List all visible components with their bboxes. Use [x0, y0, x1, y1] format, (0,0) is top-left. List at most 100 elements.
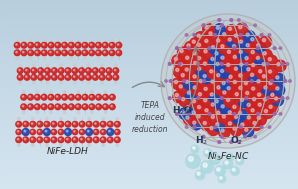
Circle shape [235, 93, 238, 96]
Circle shape [72, 74, 78, 80]
Circle shape [228, 122, 232, 125]
Circle shape [29, 44, 31, 45]
Circle shape [215, 83, 226, 95]
Bar [0, 80, 298, 83]
Circle shape [218, 19, 221, 21]
Circle shape [233, 47, 236, 50]
Circle shape [244, 136, 246, 138]
Circle shape [22, 96, 24, 97]
Circle shape [228, 111, 231, 114]
Circle shape [58, 68, 64, 74]
Circle shape [272, 94, 283, 106]
Circle shape [80, 76, 82, 77]
Circle shape [90, 51, 92, 53]
Circle shape [257, 116, 260, 119]
Circle shape [89, 42, 94, 48]
Circle shape [227, 50, 231, 53]
Circle shape [113, 68, 119, 74]
Circle shape [73, 69, 75, 71]
Circle shape [193, 126, 196, 128]
Circle shape [99, 68, 105, 74]
Circle shape [66, 130, 68, 132]
Circle shape [21, 42, 27, 48]
Circle shape [29, 105, 30, 107]
Circle shape [58, 121, 64, 127]
Circle shape [100, 137, 106, 143]
Circle shape [185, 89, 196, 100]
Circle shape [168, 97, 171, 99]
Circle shape [244, 136, 246, 138]
Circle shape [193, 86, 196, 89]
Circle shape [185, 34, 188, 36]
Circle shape [69, 50, 74, 56]
Circle shape [195, 170, 205, 180]
Circle shape [211, 57, 214, 60]
Circle shape [74, 144, 76, 146]
Circle shape [183, 80, 185, 82]
Circle shape [217, 86, 220, 89]
Circle shape [168, 63, 171, 65]
Circle shape [21, 50, 27, 56]
Circle shape [225, 84, 236, 96]
Circle shape [88, 144, 90, 146]
Circle shape [70, 105, 72, 107]
Circle shape [87, 76, 89, 77]
Circle shape [208, 77, 220, 89]
Circle shape [88, 118, 90, 120]
Circle shape [222, 115, 226, 118]
Circle shape [23, 44, 24, 45]
Circle shape [208, 113, 211, 115]
Circle shape [269, 105, 272, 108]
Circle shape [203, 62, 207, 65]
Circle shape [49, 105, 51, 107]
Circle shape [193, 147, 195, 149]
Circle shape [46, 81, 49, 84]
Circle shape [111, 51, 112, 53]
Circle shape [197, 115, 200, 118]
Circle shape [90, 44, 92, 45]
Circle shape [33, 81, 35, 84]
Circle shape [77, 96, 78, 97]
Circle shape [190, 97, 201, 109]
Circle shape [203, 80, 206, 82]
Circle shape [50, 111, 52, 113]
Circle shape [245, 97, 248, 99]
Circle shape [209, 153, 221, 164]
Bar [0, 26, 298, 28]
Bar [0, 94, 298, 97]
Circle shape [58, 137, 64, 143]
Circle shape [237, 48, 248, 59]
Circle shape [233, 90, 244, 102]
Circle shape [186, 56, 189, 59]
Circle shape [250, 119, 262, 131]
Circle shape [260, 34, 263, 36]
Bar [0, 84, 298, 87]
Circle shape [193, 121, 196, 124]
Circle shape [197, 63, 199, 65]
Circle shape [257, 47, 259, 50]
Circle shape [255, 114, 266, 125]
Circle shape [72, 121, 78, 127]
Circle shape [203, 121, 206, 125]
Circle shape [38, 74, 44, 80]
Circle shape [96, 42, 101, 48]
Circle shape [86, 137, 92, 143]
Circle shape [31, 74, 37, 80]
Bar [0, 163, 298, 165]
Bar [0, 115, 298, 118]
Circle shape [17, 68, 23, 74]
Circle shape [203, 80, 206, 82]
Circle shape [204, 149, 212, 157]
Circle shape [53, 69, 54, 71]
Circle shape [60, 76, 61, 77]
Circle shape [190, 38, 201, 49]
Circle shape [46, 144, 48, 146]
Circle shape [277, 63, 280, 66]
Bar [0, 172, 298, 175]
Circle shape [239, 40, 243, 43]
Bar [0, 125, 298, 128]
Circle shape [87, 69, 89, 71]
Circle shape [273, 74, 285, 85]
Bar [0, 61, 298, 64]
Circle shape [209, 32, 212, 35]
